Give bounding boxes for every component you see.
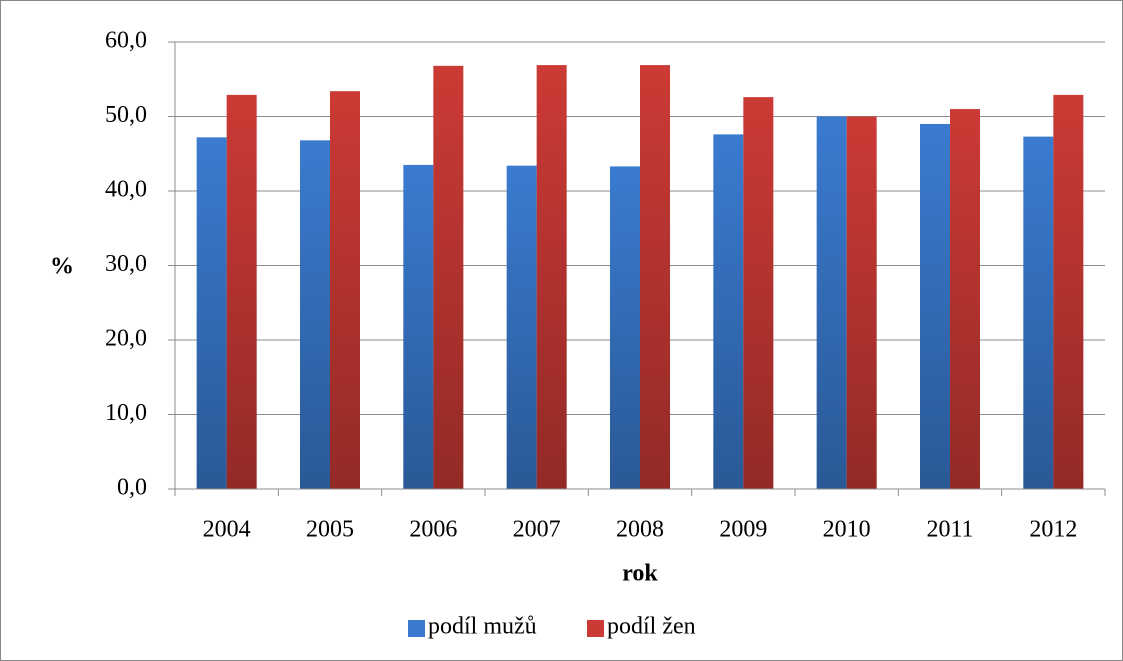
bar-shade	[226, 94, 257, 490]
y-tick-label: 20,0	[105, 326, 147, 352]
bar-shade	[330, 91, 360, 490]
bar-shade	[433, 65, 464, 489]
x-tick-label: 2005	[306, 517, 354, 543]
bar-shade	[920, 123, 950, 489]
x-tick-label: 2009	[719, 517, 767, 543]
bar-shade	[816, 116, 847, 489]
x-tick-label: 2012	[1029, 517, 1077, 543]
legend-label: podíl mužů	[428, 614, 537, 640]
y-tick-label: 10,0	[105, 400, 147, 426]
bar-shade	[300, 140, 330, 489]
bar-shade	[610, 166, 640, 490]
x-axis-label: rok	[622, 561, 658, 587]
y-tick-label: 30,0	[105, 251, 147, 277]
bar-shade	[1023, 136, 1054, 490]
y-tick-label: 0,0	[117, 475, 147, 501]
y-tick-label: 50,0	[105, 102, 147, 128]
x-tick-label: 2008	[616, 517, 664, 543]
x-tick-label: 2007	[513, 517, 561, 543]
legend-swatch	[408, 620, 425, 637]
bar-shade	[1053, 94, 1084, 490]
y-tick-label: 60,0	[105, 28, 147, 54]
x-tick-label: 2011	[926, 517, 973, 543]
bar-shade	[403, 164, 434, 490]
x-tick-label: 2006	[409, 517, 457, 543]
x-tick-label: 2004	[203, 517, 251, 543]
bar-shade	[640, 65, 670, 489]
bar-shade	[506, 165, 537, 490]
bar-shade	[950, 109, 980, 490]
bar-shade	[743, 97, 774, 489]
y-axis-label: %	[50, 254, 74, 280]
x-tick-label: 2010	[823, 517, 871, 543]
bar-shade	[536, 65, 567, 489]
bar-shade	[196, 137, 227, 490]
bar-shade	[846, 116, 877, 489]
legend-label: podíl žen	[607, 614, 696, 640]
legend-swatch	[587, 620, 604, 637]
y-tick-label: 40,0	[105, 177, 147, 203]
bar-shade	[713, 134, 744, 489]
